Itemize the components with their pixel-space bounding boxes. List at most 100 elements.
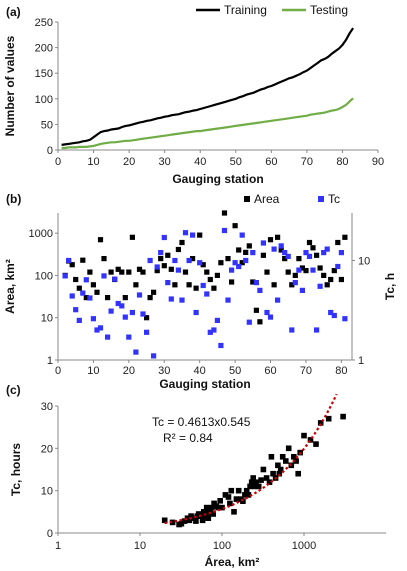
data-point-area (154, 268, 160, 274)
y-tick-label: 200 (35, 43, 53, 55)
y-tick-label: 50 (41, 119, 53, 131)
data-point-tc (69, 293, 75, 299)
data-point-tc (73, 307, 79, 313)
data-point (228, 487, 235, 494)
data-point-area (87, 269, 93, 275)
series-line-testing (61, 97, 354, 150)
data-point-area (122, 295, 128, 301)
data-point (199, 517, 206, 524)
x-tick-label: 20 (123, 365, 135, 377)
legend-swatch-area (244, 196, 250, 202)
x-axis-label: Gauging station (159, 377, 250, 391)
y-tick-label: 20 (41, 443, 53, 455)
data-point-area (147, 295, 153, 301)
data-point (313, 441, 319, 447)
data-point-tc (218, 342, 224, 349)
trendline (164, 393, 338, 525)
data-point (275, 462, 281, 469)
data-point-tc (253, 280, 259, 286)
data-point-area (257, 319, 263, 325)
data-point (205, 515, 212, 521)
data-point-tc (299, 287, 305, 293)
data-point-area (165, 252, 171, 258)
data-point-area (90, 282, 96, 288)
data-point (186, 517, 193, 524)
data-point-tc (239, 232, 245, 238)
data-point-tc (119, 303, 125, 309)
data-point-tc (144, 329, 150, 335)
data-point-tc (306, 253, 313, 259)
data-point-tc (122, 314, 128, 320)
data-point-tc (236, 263, 242, 270)
y-tick-label: 100 (35, 270, 53, 282)
data-point (233, 496, 240, 502)
data-point-tc (310, 267, 316, 273)
data-point-area (69, 262, 75, 268)
data-point-area (101, 256, 107, 262)
data-point-tc (161, 234, 167, 241)
data-point-area (282, 256, 288, 262)
data-point-tc (207, 329, 213, 335)
data-point (293, 458, 299, 464)
data-point-tc (229, 267, 235, 273)
data-point (260, 466, 267, 473)
data-point-area (335, 239, 341, 246)
data-point-area (105, 295, 111, 301)
data-point-tc (211, 327, 217, 333)
data-point-area (338, 276, 344, 283)
data-point-area (168, 266, 174, 272)
y-right-tick-label: 10 (358, 255, 370, 267)
data-point-tc (186, 257, 192, 264)
data-point (215, 504, 221, 511)
fit-r-squared: R² = 0.84 (163, 431, 213, 445)
data-point (291, 454, 297, 460)
data-point-area (246, 243, 252, 249)
data-point-tc (136, 292, 143, 298)
data-point-area (76, 285, 82, 291)
data-point-tc (158, 250, 164, 256)
data-point-area (239, 260, 245, 266)
data-point-tc (321, 250, 327, 256)
data-point-tc (328, 309, 334, 316)
y-tick-label: 0 (47, 528, 53, 540)
y-tick-label: 10 (41, 486, 53, 498)
data-point (266, 479, 273, 485)
data-point-area (193, 285, 199, 291)
data-point-tc (275, 297, 281, 303)
x-tick-label: 80 (336, 156, 348, 168)
data-point-area (236, 247, 242, 253)
y-right-tick-label: 1 (358, 355, 364, 367)
data-point (270, 470, 276, 477)
data-point (255, 483, 262, 490)
panel-label: (b) (6, 192, 21, 206)
y-tick-label: 30 (41, 401, 53, 413)
data-point-tc (221, 227, 228, 234)
data-point-tc (133, 349, 139, 355)
data-point-tc (214, 317, 220, 323)
data-point-tc (197, 260, 203, 266)
data-point-area (314, 252, 320, 258)
data-point (240, 498, 246, 504)
data-point-tc (179, 297, 185, 303)
data-point-area (303, 268, 309, 274)
x-tick-label: 1 (55, 540, 61, 552)
data-point-area (306, 239, 313, 246)
data-point-tc (151, 353, 157, 359)
data-point-tc (101, 273, 107, 279)
data-point-area (158, 256, 164, 262)
y-tick-label: 150 (35, 68, 53, 80)
data-point-area (250, 279, 256, 285)
data-point-tc (292, 280, 298, 286)
data-point-area (144, 315, 150, 321)
data-point-area (186, 282, 192, 288)
data-point-tc (267, 314, 274, 320)
data-point-tc (94, 327, 100, 333)
data-point-area (214, 272, 220, 278)
data-point-area (289, 282, 295, 288)
data-point-area (108, 269, 114, 275)
panel-c: (c) 0 10 20 30 1 10 100 1000 Área, km² Tc, hours Tc… (6, 383, 386, 569)
data-point (258, 477, 264, 483)
data-point (247, 483, 253, 490)
data-point-tc (140, 311, 146, 317)
data-point-area (260, 252, 266, 258)
